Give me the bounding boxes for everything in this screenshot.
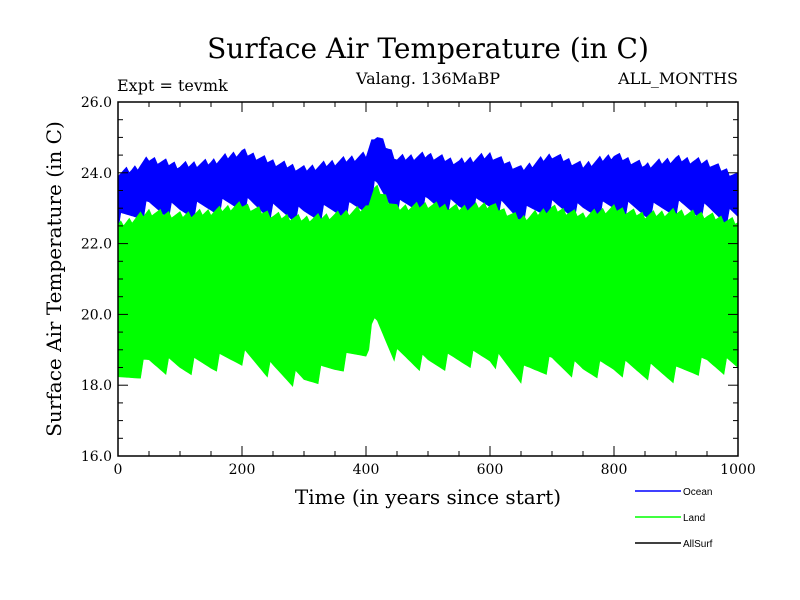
x-tick-label: 0 (114, 462, 123, 478)
x-tick-label: 600 (477, 462, 504, 478)
y-tick-label: 20.0 (81, 307, 112, 323)
x-tick-label: 800 (601, 462, 628, 478)
y-tick-label: 16.0 (81, 449, 112, 465)
x-tick-label: 400 (353, 462, 380, 478)
x-tick-label: 200 (229, 462, 256, 478)
legend-label-land: Land (683, 513, 705, 524)
y-tick-label: 18.0 (81, 378, 112, 394)
y-tick-label: 24.0 (81, 166, 112, 182)
y-tick-label: 22.0 (81, 237, 112, 253)
x-tick-label: 1000 (720, 462, 756, 478)
axes: 16.0 18.0 20.0 22.0 24.0 26.0 0 200 400 600 800 100… (81, 95, 756, 478)
y-tick-label: 26.0 (81, 95, 112, 111)
months-label: ALL_MONTHS (617, 69, 738, 88)
plot-area (117, 137, 739, 387)
chart-subtitle: Valang. 136MaBP (355, 69, 500, 88)
legend-label-allsurf: AllSurf (683, 539, 713, 550)
experiment-label: Expt = tevmk (117, 76, 228, 95)
chart-title: Surface Air Temperature (in C) (207, 32, 649, 65)
x-axis-label: Time (in years since start) (295, 485, 561, 509)
legend-label-ocean: Ocean (683, 487, 712, 498)
y-axis-label: Surface Air Temperature (in C) (42, 121, 66, 437)
legend: Ocean Land AllSurf (635, 487, 713, 550)
